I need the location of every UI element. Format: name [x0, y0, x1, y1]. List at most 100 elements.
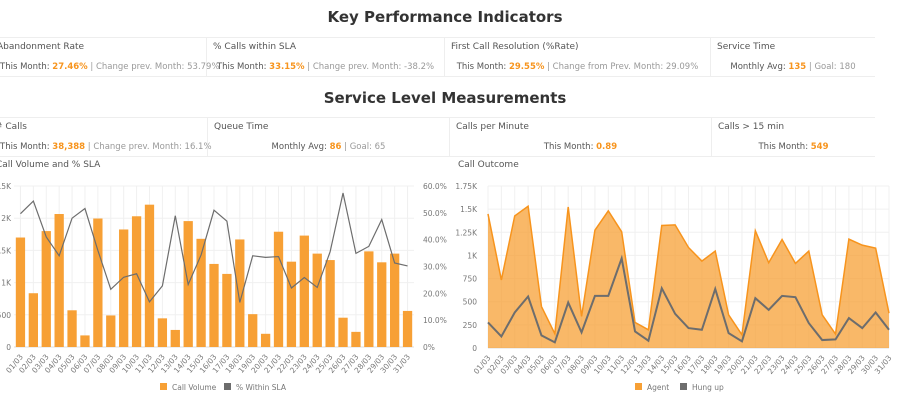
legend-label: Agent — [647, 383, 669, 392]
y2-tick-label: 10.0% — [423, 316, 447, 325]
metric-card: % Calls within SLA This Month: 33.15% | … — [207, 38, 445, 76]
y2-tick-label: 20.0% — [423, 289, 447, 298]
bar — [390, 253, 400, 347]
legend-label: % Within SLA — [236, 383, 287, 392]
series-line — [20, 192, 408, 304]
bar — [80, 335, 90, 347]
bar — [106, 315, 116, 347]
metric-prefix: Monthly Avg: — [730, 62, 786, 72]
metric-value-line: This Month: 27.46% | Change prev. Month:… — [0, 62, 220, 72]
metric-label: First Call Resolution (%Rate) — [451, 42, 579, 52]
metric-separator: | — [307, 62, 311, 72]
metric-card: # Calls This Month: 38,388 | Change prev… — [0, 118, 212, 156]
series-line-agent — [487, 204, 890, 337]
metric-card: Service Time Monthly Avg: 135 | Goal: 18… — [711, 38, 875, 76]
bar — [299, 235, 309, 347]
metric-separator: | — [344, 142, 347, 152]
series-line — [487, 254, 890, 344]
metric-value: 33.15% — [269, 62, 305, 72]
metric-card: First Call Resolution (%Rate) This Month… — [445, 38, 711, 76]
metric-value: 27.46% — [52, 62, 88, 72]
y2-tick-label: 60.0% — [423, 182, 447, 191]
metric-value: 549 — [810, 142, 829, 152]
bar — [93, 218, 103, 347]
legend-swatch — [635, 383, 642, 390]
y-tick-label: 2.5K — [0, 182, 12, 191]
bar — [286, 261, 297, 347]
bar — [338, 317, 348, 347]
legend-swatch — [224, 383, 231, 390]
bar — [67, 310, 77, 347]
y-tick-label: 1.5K — [460, 205, 478, 214]
metric-prefix: This Month: — [0, 142, 50, 152]
bar — [325, 260, 335, 347]
metric-separator: | — [808, 62, 812, 72]
metric-value-line: This Month: 33.15% | Change prev. Month:… — [207, 62, 444, 72]
bar — [119, 229, 129, 347]
metric-prefix: Monthly Avg: — [271, 142, 327, 152]
y-tick-label: 1.5K — [0, 246, 12, 255]
metric-card: Calls > 15 min This Month: 549 — [712, 118, 875, 156]
chart-title-call-outcome: Call Outcome — [458, 160, 519, 170]
kpi-title: Key Performance Indicators — [327, 8, 563, 26]
metric-label: # Calls — [0, 122, 27, 132]
metric-card: Calls per Minute This Month: 0.89 — [450, 118, 712, 156]
metric-comparison: Goal: 65 — [349, 142, 386, 152]
bar — [260, 333, 271, 347]
metric-label: Queue Time — [214, 122, 269, 132]
y-tick-label: 1K — [1, 279, 12, 288]
legend-swatch — [680, 383, 687, 390]
bar — [235, 239, 245, 347]
bar — [196, 238, 206, 347]
metric-value: 86 — [329, 142, 342, 152]
metric-value-line: This Month: 38,388 | Change prev. Month:… — [0, 142, 212, 152]
bar — [28, 293, 38, 347]
metric-comparison: Change prev. Month: 16.1% — [93, 142, 212, 152]
chart-title-call-volume: Call Volume and % SLA — [0, 160, 101, 170]
bar — [41, 231, 51, 347]
bar — [312, 253, 322, 347]
y-tick-label: 500 — [463, 298, 478, 307]
y2-tick-label: 0% — [423, 343, 435, 352]
y-tick-label: 500 — [0, 311, 11, 320]
bar — [157, 318, 168, 347]
metric-value-line: This Month: 0.89 — [450, 142, 711, 152]
metric-prefix: This Month: — [0, 62, 50, 72]
metric-prefix: This Month: — [543, 142, 594, 152]
metric-value: 135 — [788, 62, 807, 72]
metric-card: Abandonment Rate This Month: 27.46% | Ch… — [0, 38, 220, 76]
legend-label: Call Volume — [172, 383, 217, 392]
metric-label: % Calls within SLA — [213, 42, 297, 52]
metric-label: Service Time — [717, 42, 776, 52]
metric-label: Calls > 15 min — [718, 122, 785, 132]
bar — [364, 251, 374, 347]
metric-separator: | — [87, 142, 91, 152]
metric-prefix: This Month: — [758, 142, 809, 152]
bar — [248, 314, 258, 347]
y2-tick-label: 30.0% — [423, 263, 447, 272]
y-tick-label: 2K — [1, 214, 12, 223]
bar — [144, 204, 155, 347]
metric-value-line: This Month: 29.55% | Change from Prev. M… — [445, 62, 710, 72]
bar — [209, 263, 219, 347]
y-tick-label: 250 — [463, 321, 478, 330]
bar — [273, 231, 284, 347]
y2-tick-label: 50.0% — [423, 209, 447, 218]
metric-value-line: Monthly Avg: 135 | Goal: 180 — [711, 62, 875, 72]
metric-separator: | — [90, 62, 94, 72]
metric-separator: | — [547, 62, 550, 72]
metric-value-line: This Month: 549 — [712, 142, 875, 152]
y-tick-label: 0 — [6, 343, 11, 352]
slm-row: # Calls This Month: 38,388 | Change prev… — [0, 117, 875, 157]
bar — [15, 237, 26, 347]
metric-prefix: This Month: — [216, 62, 267, 72]
metric-comparison: Change prev. Month: -38.2% — [312, 62, 435, 72]
metric-label: Abandonment Rate — [0, 42, 85, 52]
metric-prefix: This Month: — [456, 62, 507, 72]
bar — [131, 216, 142, 347]
bar — [351, 331, 361, 347]
metric-comparison: Change from Prev. Month: 29.09% — [552, 62, 699, 72]
bar — [170, 329, 180, 347]
kpi-row: Abandonment Rate This Month: 27.46% | Ch… — [0, 37, 875, 77]
